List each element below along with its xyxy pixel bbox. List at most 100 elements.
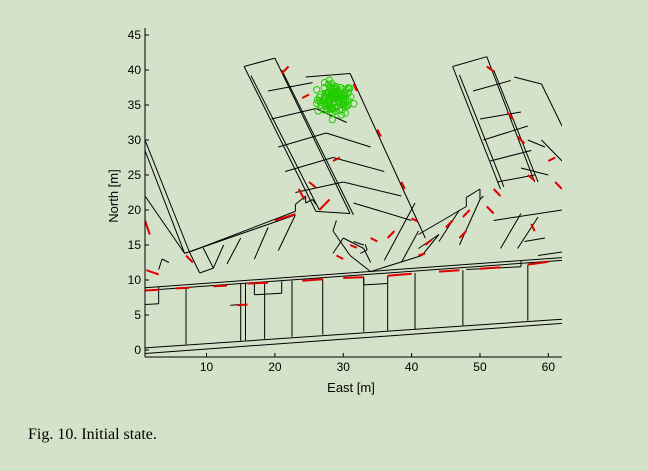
- y-tick-label: 40: [128, 63, 142, 77]
- door-segment: [458, 230, 468, 239]
- wall-segment: [353, 202, 412, 221]
- wall-segment: [452, 56, 487, 67]
- door-segment: [247, 281, 269, 285]
- door-segment: [185, 254, 194, 264]
- door-segment: [297, 188, 306, 200]
- door-segment: [506, 111, 514, 120]
- x-tick-label: 10: [200, 360, 214, 374]
- particle-point: [314, 107, 322, 115]
- wall-segment: [421, 234, 440, 256]
- wall-segment: [493, 69, 539, 183]
- door-segment: [145, 220, 151, 235]
- wall-segment: [212, 244, 225, 269]
- wall-segment: [158, 258, 163, 270]
- wall-segment: [145, 139, 190, 253]
- wall-segment: [332, 237, 344, 254]
- wall-segment: [517, 216, 539, 249]
- wall-segment: [326, 132, 371, 148]
- wall-segment: [332, 230, 351, 256]
- x-tick-label: 20: [268, 360, 282, 374]
- wall-segment: [486, 56, 536, 183]
- wall-segment: [253, 227, 269, 260]
- axes: 10 20 30 40 50 60 0 5 10 15 20 25 30 35 40 45: [128, 28, 562, 374]
- wall-segment: [284, 157, 334, 172]
- door-segment: [281, 65, 290, 75]
- door-segment: [387, 272, 412, 277]
- particle-point: [332, 84, 340, 93]
- wall-segment: [312, 199, 317, 205]
- particle-point: [350, 100, 358, 108]
- floorplan-map: [145, 56, 562, 354]
- door-segment: [547, 156, 556, 162]
- particle-point: [335, 106, 344, 114]
- wall-segment: [541, 83, 562, 127]
- particle-point: [328, 115, 336, 124]
- wall-segment: [243, 57, 276, 67]
- y-tick-label: 10: [128, 273, 142, 287]
- particle-point: [333, 92, 341, 101]
- particle-point: [338, 85, 347, 94]
- door-segment: [175, 286, 190, 290]
- wall-segment: [267, 82, 313, 92]
- wall-segment: [524, 237, 545, 242]
- y-tick-label: 0: [134, 343, 141, 357]
- door-segment: [516, 135, 526, 145]
- x-tick-label: 50: [473, 360, 487, 374]
- wall-segment: [514, 76, 542, 85]
- door-segment: [335, 254, 344, 260]
- door-segment: [527, 174, 536, 182]
- door-segment: [445, 219, 454, 229]
- wall-segment: [188, 251, 201, 274]
- wall-segment: [400, 230, 419, 263]
- y-tick-label: 25: [128, 168, 142, 182]
- y-tick-label: 35: [128, 98, 142, 112]
- door-segment: [486, 205, 495, 215]
- wall-segment: [254, 292, 282, 296]
- wall-segment: [277, 214, 296, 251]
- wall-segment: [452, 66, 501, 190]
- wall-segment: [360, 249, 368, 254]
- wall-segment: [500, 213, 522, 249]
- door-segment: [554, 181, 562, 190]
- wall-segment: [527, 139, 546, 148]
- particle-point: [347, 93, 355, 101]
- particle-point: [342, 102, 351, 110]
- wall-segment: [145, 259, 562, 291]
- particle-point: [315, 93, 324, 102]
- door-segment: [492, 188, 502, 197]
- wall-segment: [305, 73, 351, 78]
- wall-segment: [226, 237, 242, 265]
- wall-segment: [332, 157, 385, 172]
- particle-point: [337, 111, 346, 119]
- door-segment: [462, 209, 471, 218]
- particle-point: [320, 78, 329, 87]
- wall-segment: [520, 167, 549, 176]
- wall-segment: [490, 150, 532, 162]
- y-tick-label: 15: [128, 238, 142, 252]
- wall-segment: [370, 255, 423, 273]
- wall-segment: [349, 255, 371, 272]
- wall-segment: [383, 202, 416, 261]
- wall-segment: [145, 195, 186, 254]
- wall-segment: [541, 139, 562, 162]
- wall-segment: [364, 244, 368, 251]
- wall-segment: [458, 74, 505, 188]
- wall-segment: [363, 283, 388, 286]
- door-segment: [527, 260, 549, 266]
- wall-segment: [332, 220, 337, 232]
- door-segment: [411, 217, 418, 223]
- x-tick-label: 60: [542, 360, 556, 374]
- wall-segment: [438, 209, 460, 242]
- wall-segment: [479, 111, 522, 120]
- particle-cloud: [313, 76, 358, 124]
- particle-point: [326, 92, 334, 100]
- door-segment: [352, 83, 358, 92]
- wall-segment: [278, 132, 327, 148]
- wall-segment: [466, 188, 481, 198]
- particle-point: [328, 104, 336, 112]
- particle-point: [321, 97, 329, 105]
- wall-segment: [145, 303, 159, 305]
- wall-segment: [343, 181, 402, 197]
- door-segment: [424, 238, 433, 246]
- door-segment: [145, 288, 159, 292]
